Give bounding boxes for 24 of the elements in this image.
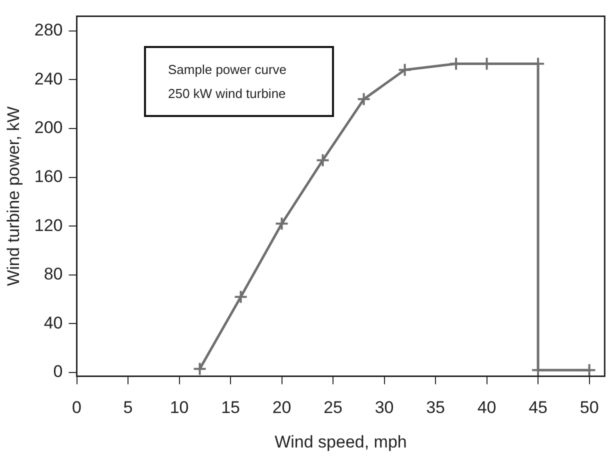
y-tick-label: 160 [34, 166, 63, 186]
x-tick-label: 10 [170, 398, 189, 418]
x-tick-label: 25 [324, 398, 342, 418]
x-tick-label: 35 [426, 398, 446, 418]
x-tick-label: 5 [123, 398, 133, 418]
y-tick-label: 40 [44, 313, 63, 332]
y-tick-label: 80 [44, 264, 63, 284]
x-axis-title: Wind speed, mph [274, 432, 407, 452]
annotation: 250 kW wind turbine [168, 84, 287, 102]
y-axis-title: Wind turbine power, kW [4, 106, 23, 286]
note-box: Sample power curve 250 kW wind turbine [144, 46, 334, 117]
y-tick-label: 240 [34, 69, 63, 88]
x-tick-label: 45 [528, 398, 548, 418]
y-tick-label: 120 [34, 216, 63, 235]
x-tick-label: 40 [477, 398, 496, 418]
annotation: Sample power curve [168, 60, 288, 79]
x-tick-label: 20 [272, 398, 292, 418]
x-tick-label: 0 [72, 398, 82, 418]
y-tick-label: 200 [34, 118, 63, 138]
x-tick-label: 50 [580, 398, 599, 418]
x-tick-label: 30 [374, 398, 394, 418]
y-tick-label: 280 [34, 20, 63, 40]
x-tick-label: 15 [221, 398, 240, 418]
y-tick-label: 0 [53, 362, 63, 382]
